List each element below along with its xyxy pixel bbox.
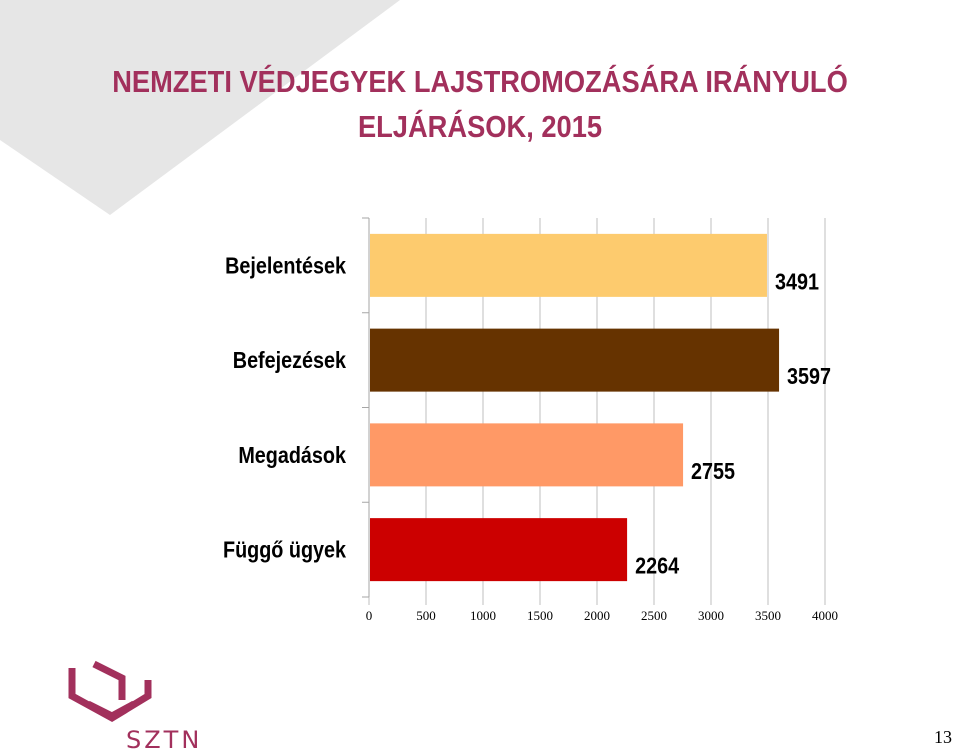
labels: 0 500 1000 1500 2000 2500 3000 3500 4000 Bejelent… bbox=[223, 253, 838, 623]
category-label: Megadások bbox=[238, 443, 346, 469]
page-number: 13 bbox=[934, 727, 952, 747]
data-label: 2264 bbox=[635, 553, 679, 579]
x-tick-label: 2500 bbox=[641, 608, 667, 623]
x-tick-label: 4000 bbox=[812, 608, 838, 623]
x-tick-label: 0 bbox=[366, 608, 373, 623]
data-label: 2755 bbox=[691, 459, 735, 485]
bar bbox=[370, 423, 684, 487]
category-label: Függő ügyek bbox=[223, 537, 346, 563]
chart-title-line-1: NEMZETI VÉDJEGYEK LAJSTROMOZÁSÁRA IRÁNYU… bbox=[112, 64, 848, 99]
x-tick-label: 3000 bbox=[698, 608, 724, 623]
x-tick-label: 3500 bbox=[755, 608, 781, 623]
logo-mark-icon bbox=[68, 660, 152, 723]
bar bbox=[370, 328, 780, 392]
x-tick-label: 500 bbox=[416, 608, 436, 623]
x-tick-label: 1500 bbox=[527, 608, 553, 623]
x-tick-label: 1000 bbox=[470, 608, 496, 623]
category-label: Befejezések bbox=[233, 348, 346, 374]
bars bbox=[370, 233, 780, 582]
data-label: 3597 bbox=[787, 364, 831, 390]
bar bbox=[370, 518, 628, 582]
sztnh-logo: SZTNH bbox=[68, 660, 200, 754]
bar bbox=[370, 233, 767, 297]
logo-text: SZTNH bbox=[126, 726, 200, 754]
category-label: Bejelentések bbox=[225, 253, 346, 279]
chart-title-line-2: ELJÁRÁSOK, 2015 bbox=[357, 109, 603, 144]
data-label: 3491 bbox=[775, 269, 819, 295]
x-tick-label: 2000 bbox=[584, 608, 610, 623]
